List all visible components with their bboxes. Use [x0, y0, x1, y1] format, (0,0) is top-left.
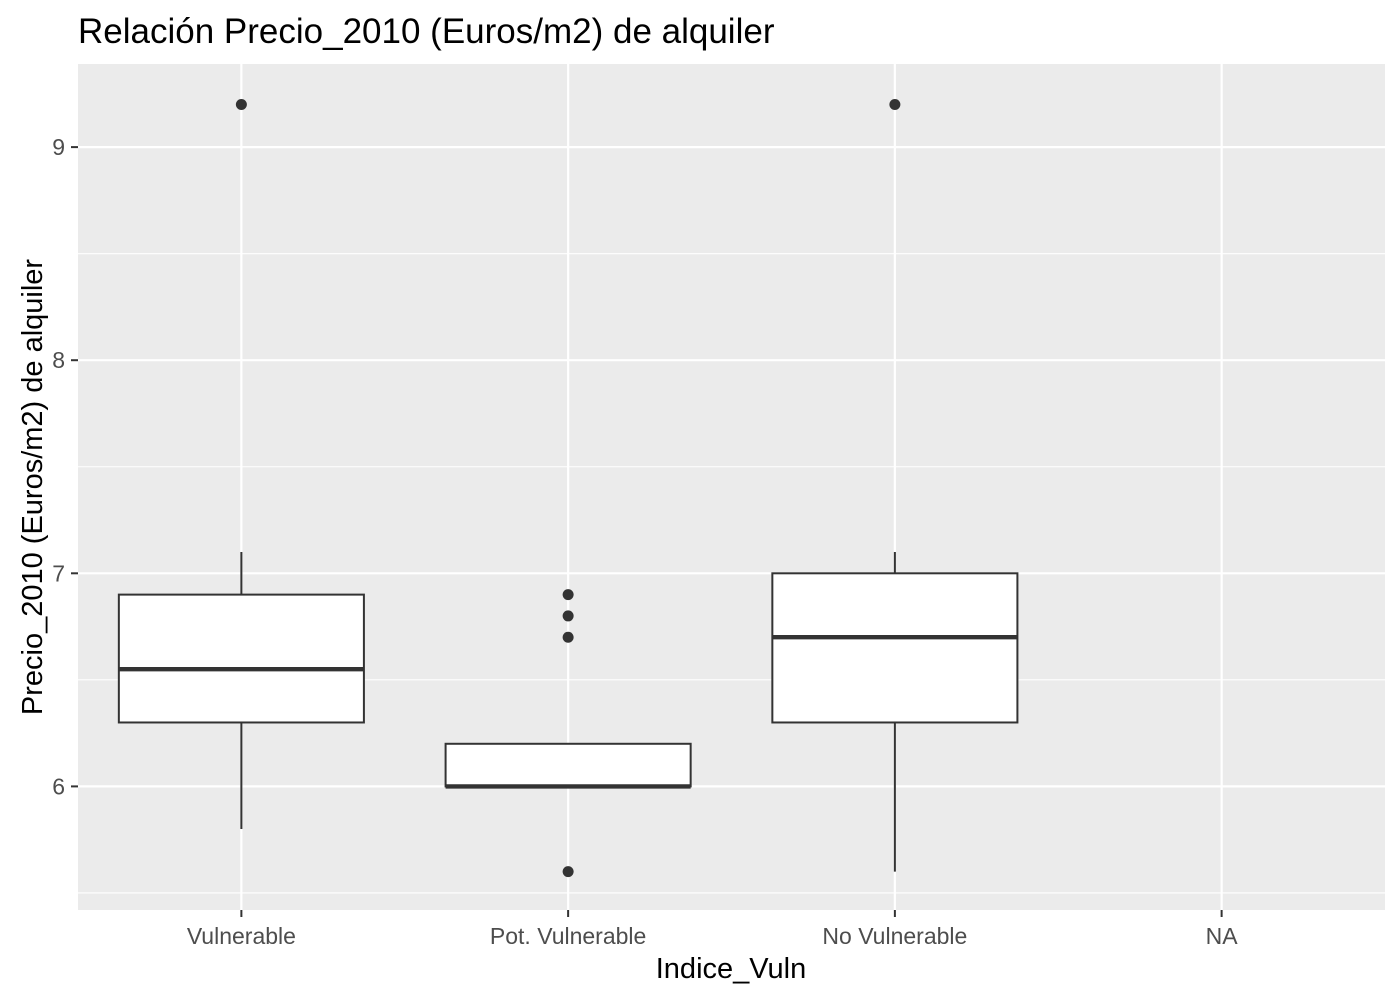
x-tick-label: Vulnerable	[187, 923, 296, 949]
box-group	[117, 98, 365, 830]
x-tick-label: NA	[1206, 923, 1239, 949]
y-tick-label: 7	[52, 560, 65, 586]
outlier-point	[235, 98, 247, 110]
outlier-point	[562, 589, 574, 601]
x-axis-title: Indice_Vuln	[656, 953, 806, 985]
plot-panel	[78, 64, 1385, 910]
box-iqr	[771, 572, 1019, 724]
outlier-point	[562, 866, 574, 878]
box-iqr	[117, 593, 365, 724]
outlier-point	[889, 98, 901, 110]
box-group	[444, 589, 692, 878]
y-tick-label: 8	[52, 347, 65, 373]
chart-title: Relación Precio_2010 (Euros/m2) de alqui…	[78, 12, 775, 51]
outlier-point	[562, 631, 574, 643]
y-axis: 6 7 8 9	[52, 134, 78, 799]
x-tick-label: Pot. Vulnerable	[490, 923, 646, 949]
y-tick-label: 9	[52, 134, 65, 160]
box-group	[771, 98, 1019, 872]
y-tick-label: 6	[52, 773, 65, 799]
x-axis: Vulnerable Pot. Vulnerable No Vulnerable NA	[187, 910, 1238, 949]
box-iqr	[444, 742, 692, 788]
boxes	[117, 98, 1019, 878]
outlier-point	[562, 610, 574, 622]
x-tick-label: No Vulnerable	[822, 923, 967, 949]
y-axis-title: Precio_2010 (Euros/m2) de alquiler	[17, 259, 49, 716]
